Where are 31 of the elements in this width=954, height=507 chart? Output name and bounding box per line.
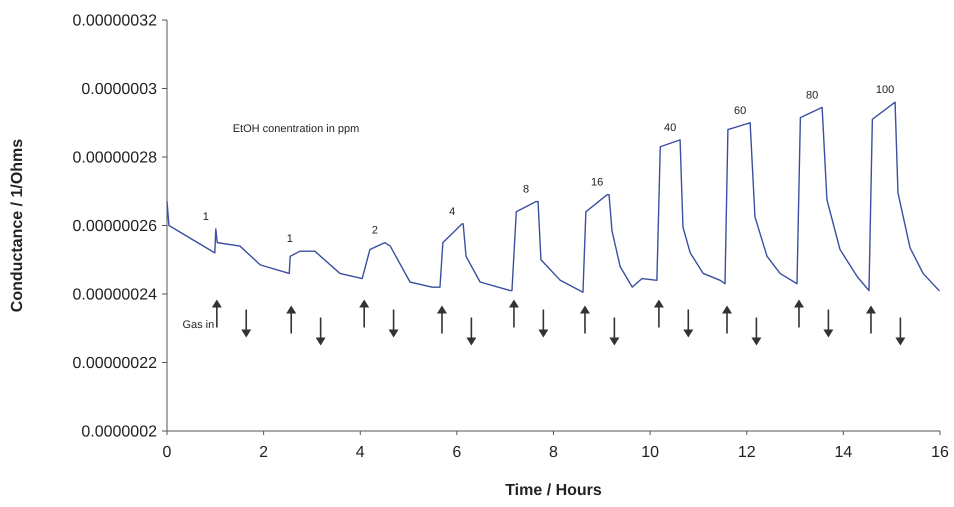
x-tick-label: 10 <box>641 444 660 461</box>
annotation: 4 <box>449 206 456 218</box>
x-tick-label: 0 <box>162 444 172 461</box>
x-tick-label: 2 <box>259 444 268 461</box>
annotation: 1 <box>286 233 293 246</box>
y-tick-label: 0.00000032 <box>72 12 158 30</box>
line-series <box>166 102 940 293</box>
y-tick-label: 0.00000026 <box>72 218 158 236</box>
y-tick-label: 0.0000002 <box>81 424 158 441</box>
x-axis-title: Time / Hours <box>505 482 602 499</box>
y-tick-label: 0.00000024 <box>72 286 158 304</box>
annotation: EtOH conentration in ppm <box>232 123 360 135</box>
annotation: 1 <box>202 210 209 223</box>
y-tick-label: 0.00000022 <box>72 355 158 372</box>
y-tick-label: 0.0000003 <box>81 81 158 98</box>
x-tick-label: 14 <box>834 444 852 461</box>
y-axis-title: Conductance / 1/Ohms <box>9 138 26 312</box>
annotation: 100 <box>876 84 894 96</box>
annotation: Gas in <box>182 319 214 331</box>
annotation: 16 <box>591 176 604 189</box>
x-tick-label: 6 <box>452 444 462 461</box>
x-tick-label: 16 <box>931 444 949 461</box>
annotation: 80 <box>806 89 818 102</box>
annotation: 2 <box>372 224 378 237</box>
annotation: 60 <box>734 104 746 117</box>
annotation: 40 <box>664 122 676 134</box>
x-tick-label: 8 <box>549 444 558 461</box>
x-tick-label: 12 <box>738 444 756 461</box>
x-tick-label: 4 <box>356 444 365 461</box>
y-tick-label: 0.00000028 <box>72 150 158 167</box>
annotation: 8 <box>523 184 530 196</box>
